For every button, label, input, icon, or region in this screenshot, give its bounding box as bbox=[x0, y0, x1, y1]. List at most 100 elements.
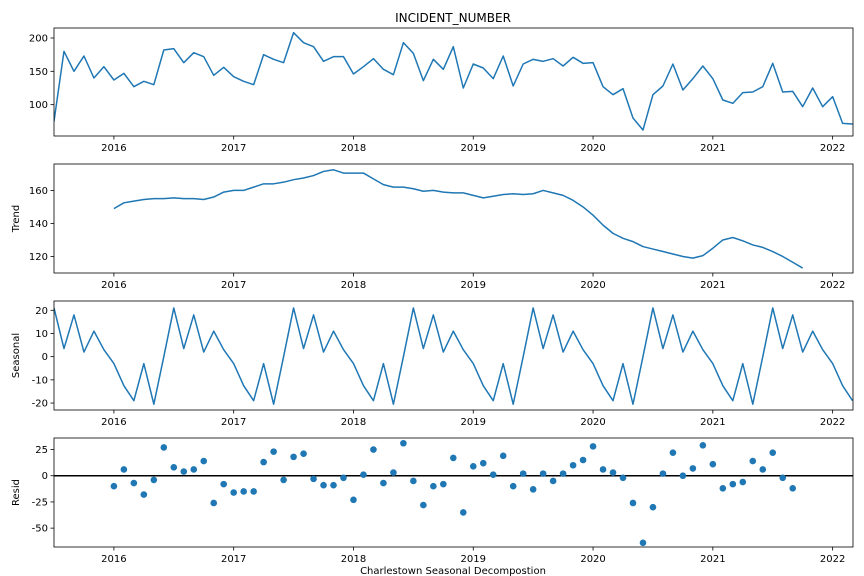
resid-point bbox=[250, 488, 257, 495]
seasonal-line bbox=[54, 307, 853, 405]
figure-xlabel: Charlestown Seasonal Decompostion bbox=[360, 566, 546, 576]
resid-point bbox=[639, 539, 647, 547]
resid-point bbox=[160, 444, 168, 451]
resid-point bbox=[110, 482, 118, 490]
resid-panel: 2016 2017 2018 2019 2020 2021 2022 -50 -25 0 25 Res… bbox=[11, 437, 854, 565]
resid-point bbox=[330, 481, 337, 489]
x-tick-label: 2018 bbox=[341, 280, 366, 291]
resid-point bbox=[360, 471, 367, 478]
y-tick-label: 20 bbox=[35, 306, 48, 317]
resid-point bbox=[220, 480, 227, 488]
resid-point bbox=[130, 479, 138, 487]
resid-point bbox=[679, 472, 687, 480]
resid-point bbox=[170, 464, 178, 471]
resid-point bbox=[759, 466, 767, 473]
y-tick-label: 0 bbox=[42, 352, 48, 363]
x-tick-label: 2017 bbox=[221, 143, 246, 154]
resid-point bbox=[579, 456, 587, 464]
y-tick-label: 120 bbox=[29, 252, 48, 263]
x-tick-label: 2021 bbox=[700, 143, 725, 154]
observed-axes-frame bbox=[53, 27, 854, 137]
trend-line bbox=[113, 169, 804, 269]
y-tick-label: 160 bbox=[29, 186, 48, 197]
resid-point bbox=[789, 485, 797, 492]
resid-point bbox=[589, 443, 597, 450]
resid-point bbox=[699, 442, 707, 449]
resid-series bbox=[110, 439, 797, 547]
resid-point bbox=[390, 469, 397, 476]
y-tick-label: -50 bbox=[32, 524, 48, 535]
resid-point bbox=[539, 470, 547, 477]
seasonal-series bbox=[54, 307, 853, 405]
x-tick-label: 2019 bbox=[461, 143, 486, 154]
resid-point bbox=[479, 459, 487, 467]
resid-point bbox=[739, 478, 747, 486]
resid-point bbox=[549, 477, 557, 485]
resid-point bbox=[779, 474, 787, 482]
resid-point bbox=[180, 468, 188, 475]
x-tick-label: 2022 bbox=[820, 280, 845, 291]
resid-point bbox=[320, 481, 327, 489]
resid-point bbox=[509, 482, 517, 490]
seasonal-panel: 2016 2017 2018 2019 2020 2021 2022 -20 -10 0 10 20 S… bbox=[11, 300, 854, 428]
x-tick-label: 2019 bbox=[461, 554, 486, 565]
resid-point bbox=[599, 466, 607, 473]
x-tick-label: 2018 bbox=[341, 554, 366, 565]
resid-point bbox=[400, 439, 407, 447]
y-tick-label: 100 bbox=[29, 100, 48, 111]
x-tick-label: 2020 bbox=[580, 143, 605, 154]
y-tick-label: -10 bbox=[32, 375, 48, 386]
resid-point bbox=[210, 499, 218, 507]
resid-point bbox=[280, 476, 287, 484]
resid-axes-frame bbox=[53, 437, 854, 548]
resid-point bbox=[569, 461, 577, 469]
x-tick-label: 2016 bbox=[101, 280, 126, 291]
seasonal-axes-frame bbox=[53, 300, 854, 411]
resid-point bbox=[689, 465, 697, 472]
resid-point bbox=[719, 485, 727, 492]
x-tick-label: 2018 bbox=[341, 143, 366, 154]
x-tick-label: 2020 bbox=[580, 417, 605, 428]
resid-point bbox=[709, 460, 717, 468]
x-tick-label: 2021 bbox=[700, 280, 725, 291]
figure-title: INCIDENT_NUMBER bbox=[395, 11, 511, 25]
trend-axes-frame bbox=[53, 163, 854, 274]
resid-point bbox=[669, 449, 677, 456]
observed-line bbox=[54, 31, 853, 131]
resid-point bbox=[769, 449, 777, 456]
y-axis-title: Trend bbox=[11, 205, 22, 233]
resid-point bbox=[380, 479, 387, 487]
resid-point bbox=[529, 486, 537, 493]
resid-point bbox=[190, 466, 198, 473]
resid-point bbox=[519, 470, 527, 477]
y-tick-label: 25 bbox=[35, 445, 48, 456]
resid-point bbox=[340, 474, 347, 482]
y-tick-label: 150 bbox=[29, 67, 48, 78]
resid-point bbox=[240, 488, 247, 495]
x-tick-label: 2019 bbox=[461, 417, 486, 428]
y-tick-label: 200 bbox=[29, 34, 48, 45]
observed-panel: 2016 2017 2018 2019 2020 2021 2022 100 150 200 bbox=[29, 27, 854, 154]
resid-point bbox=[140, 491, 148, 498]
x-tick-label: 2022 bbox=[820, 554, 845, 565]
resid-point bbox=[410, 477, 417, 485]
y-tick-label: 0 bbox=[42, 471, 48, 482]
y-tick-label: 10 bbox=[35, 329, 48, 340]
trend-series bbox=[113, 169, 804, 269]
observed-series bbox=[54, 31, 853, 131]
resid-point bbox=[629, 499, 637, 507]
x-tick-label: 2016 bbox=[101, 554, 126, 565]
resid-point bbox=[619, 474, 627, 482]
resid-point bbox=[469, 463, 477, 470]
x-tick-label: 2021 bbox=[700, 417, 725, 428]
resid-point bbox=[499, 452, 507, 460]
resid-point bbox=[440, 480, 447, 488]
resid-point bbox=[300, 450, 307, 458]
x-tick-label: 2017 bbox=[221, 280, 246, 291]
x-tick-label: 2022 bbox=[820, 143, 845, 154]
resid-point bbox=[459, 509, 467, 516]
trend-panel: 2016 2017 2018 2019 2020 2021 2022 120 140 160 Tre… bbox=[11, 163, 854, 291]
x-tick-label: 2017 bbox=[221, 554, 246, 565]
x-tick-label: 2020 bbox=[580, 554, 605, 565]
